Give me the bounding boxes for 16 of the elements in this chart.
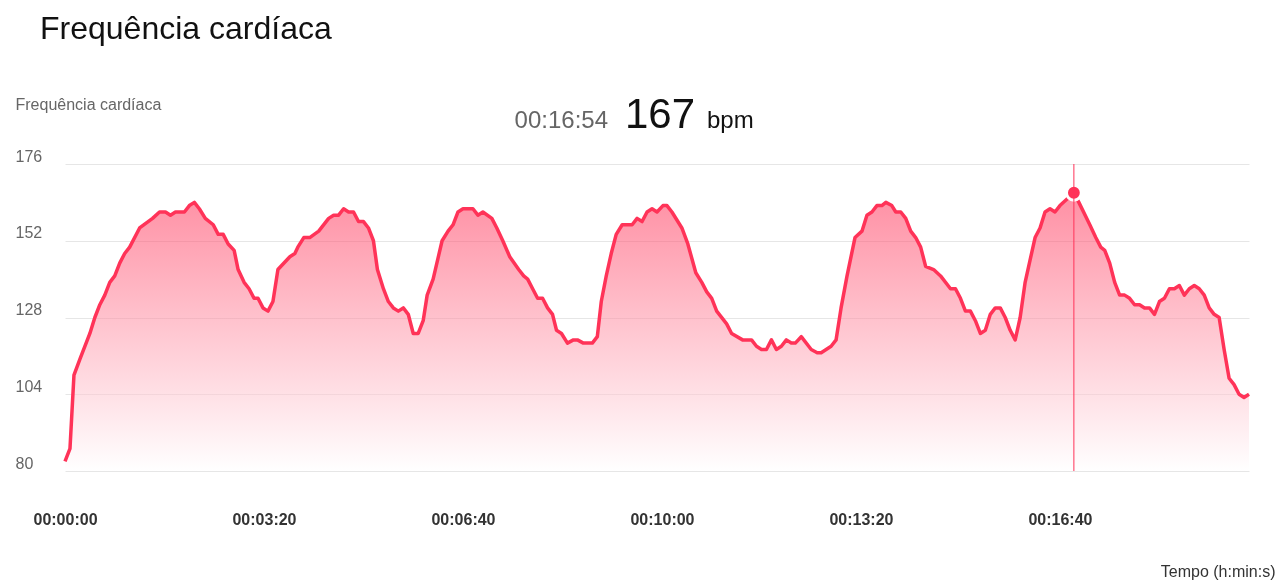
y-tick-label: 128 [15, 301, 43, 318]
y-tick-label: 152 [15, 224, 43, 242]
x-axis-title: Tempo (h:min:s) [1160, 562, 1276, 580]
x-tick-label: 00:16:40 [1028, 510, 1093, 528]
x-tick-label: 00:00:00 [33, 510, 98, 528]
y-axis-title: Frequência cardíaca [15, 95, 162, 113]
text: 00:16:54 [514, 106, 608, 133]
x-tick-label: 00:13:20 [829, 510, 894, 528]
x-tick-label: 00:03:20 [232, 510, 297, 528]
y-tick-label: 176 [15, 147, 43, 165]
x-tick-label: 00:06:40 [431, 510, 496, 528]
text: 167 bpm [625, 90, 754, 137]
y-tick-label: 80 [15, 454, 34, 472]
y-tick-label: 104 [15, 377, 43, 395]
x-tick-label: 00:10:00 [630, 510, 695, 528]
chart-title: Frequência cardíaca [40, 10, 332, 46]
